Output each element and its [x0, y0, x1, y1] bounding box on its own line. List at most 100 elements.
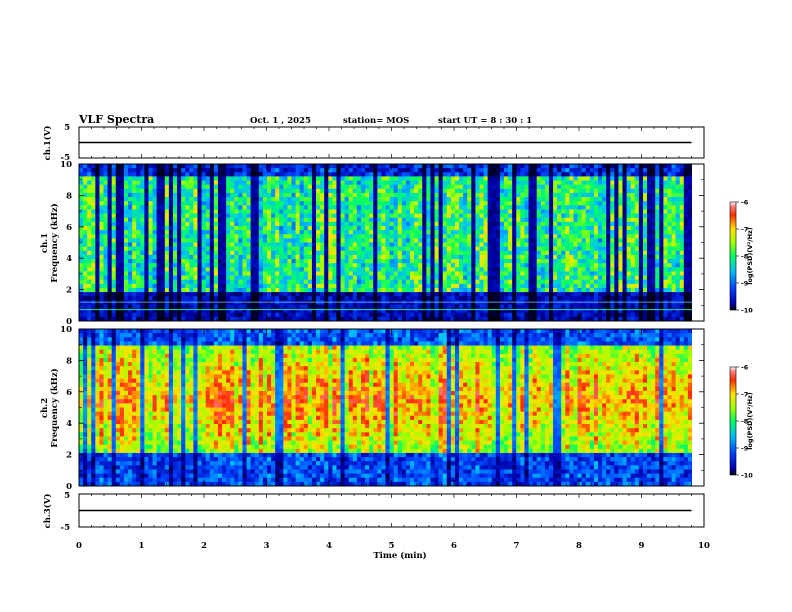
spectrogram-cell	[189, 296, 193, 301]
spectrogram-cell	[91, 284, 95, 289]
spectrogram-cell	[300, 189, 304, 194]
spectrogram-cell	[112, 255, 116, 260]
spectrogram-cell	[316, 201, 320, 206]
spectrogram-cell	[181, 234, 185, 239]
spectrogram-cell	[594, 259, 598, 264]
spectrogram-cell	[484, 218, 488, 223]
spectrogram-cell	[435, 189, 439, 194]
spectrogram-cell	[116, 201, 120, 206]
spectrogram-cell	[496, 230, 500, 235]
ch1-spectrogram-image	[79, 164, 704, 321]
spectrogram-cell	[373, 172, 377, 177]
spectrogram-cell	[226, 292, 230, 297]
spectrogram-cell	[242, 259, 246, 264]
spectrogram-cell	[524, 271, 528, 276]
spectrogram-cell	[463, 226, 467, 231]
spectrogram-cell	[406, 172, 410, 177]
spectrogram-cell	[508, 263, 512, 268]
spectrogram-cell	[504, 168, 508, 173]
spectrogram-cell	[475, 238, 479, 243]
spectrogram-cell	[279, 263, 283, 268]
spectrogram-cell	[251, 234, 255, 239]
spectrogram-cell	[230, 230, 234, 235]
spectrogram-cell	[606, 300, 610, 305]
spectrogram-cell	[140, 172, 144, 177]
spectrogram-cell	[463, 238, 467, 243]
spectrogram-cell	[545, 276, 549, 281]
spectrogram-cell	[136, 259, 140, 264]
spectrogram-cell	[320, 263, 324, 268]
spectrogram-cell	[218, 185, 222, 190]
spectrogram-cell	[529, 276, 533, 281]
spectrogram-cell	[238, 197, 242, 202]
spectrogram-cell	[557, 181, 561, 186]
spectrogram-cell	[561, 164, 565, 169]
spectrogram-cell	[386, 296, 390, 301]
spectrogram-cell	[439, 197, 443, 202]
spectrogram-cell	[238, 226, 242, 231]
spectrogram-cell	[316, 276, 320, 281]
spectrogram-cell	[144, 164, 148, 169]
spectrogram-cell	[545, 181, 549, 186]
spectrogram-cell	[386, 276, 390, 281]
spectrogram-cell	[140, 238, 144, 243]
spectrogram-cell	[181, 276, 185, 281]
spectrogram-cell	[435, 259, 439, 264]
spectrogram-cell	[439, 193, 443, 198]
spectrogram-cell	[500, 259, 504, 264]
spectrogram-cell	[524, 189, 528, 194]
spectrogram-cell	[463, 296, 467, 301]
spectrogram-cell	[275, 304, 279, 309]
spectrogram-cell	[193, 243, 197, 248]
spectrogram-cell	[336, 255, 340, 260]
ch1-waveform-ylabel: ch.1(V)	[42, 126, 53, 161]
spectrogram-cell	[390, 251, 394, 256]
spectrogram-cell	[132, 247, 136, 252]
spectrogram-cell	[533, 251, 537, 256]
spectrogram-cell	[230, 267, 234, 272]
spectrogram-cell	[87, 181, 91, 186]
spectrogram-cell	[402, 193, 406, 198]
spectrogram-cell	[328, 209, 332, 214]
spectrogram-cell	[512, 168, 516, 173]
spectrogram-cell	[557, 284, 561, 289]
spectrogram-cell	[251, 259, 255, 264]
spectrogram-cell	[443, 284, 447, 289]
spectrogram-cell	[439, 164, 443, 169]
spectrogram-cell	[373, 259, 377, 264]
spectrogram-cell	[292, 304, 296, 309]
spectrogram-cell	[496, 288, 500, 293]
spectrogram-cell	[255, 267, 259, 272]
spectrogram-cell	[467, 271, 471, 276]
spectrogram-cell	[87, 185, 91, 190]
spectrogram-cell	[422, 226, 426, 231]
spectrogram-cell	[255, 288, 259, 293]
spectrogram-cell	[553, 209, 557, 214]
spectrogram-cell	[332, 304, 336, 309]
spectrogram-cell	[386, 164, 390, 169]
spectrogram-cell	[120, 255, 124, 260]
spectrogram-cell	[565, 251, 569, 256]
spectrogram-cell	[287, 259, 291, 264]
spectrogram-cell	[332, 267, 336, 272]
spectrogram-cell	[120, 313, 124, 318]
spectrogram-cell	[259, 209, 263, 214]
spectrogram-cell	[569, 201, 573, 206]
spectrogram-cell	[349, 238, 353, 243]
spectrogram-cell	[136, 288, 140, 293]
spectrogram-cell	[594, 164, 598, 169]
spectrogram-cell	[153, 176, 157, 181]
spectrogram-cell	[377, 234, 381, 239]
spectrogram-cell	[492, 263, 496, 268]
spectrogram-cell	[565, 276, 569, 281]
spectrogram-cell	[398, 172, 402, 177]
spectrogram-cell	[594, 300, 598, 305]
spectrogram-cell	[202, 226, 206, 231]
spectrogram-cell	[467, 230, 471, 235]
spectrogram-cell	[545, 234, 549, 239]
spectrogram-cell	[104, 168, 108, 173]
spectrogram-cell	[533, 288, 537, 293]
spectrogram-cell	[545, 205, 549, 210]
spectrogram-cell	[414, 164, 418, 169]
spectrogram-cell	[79, 300, 83, 305]
